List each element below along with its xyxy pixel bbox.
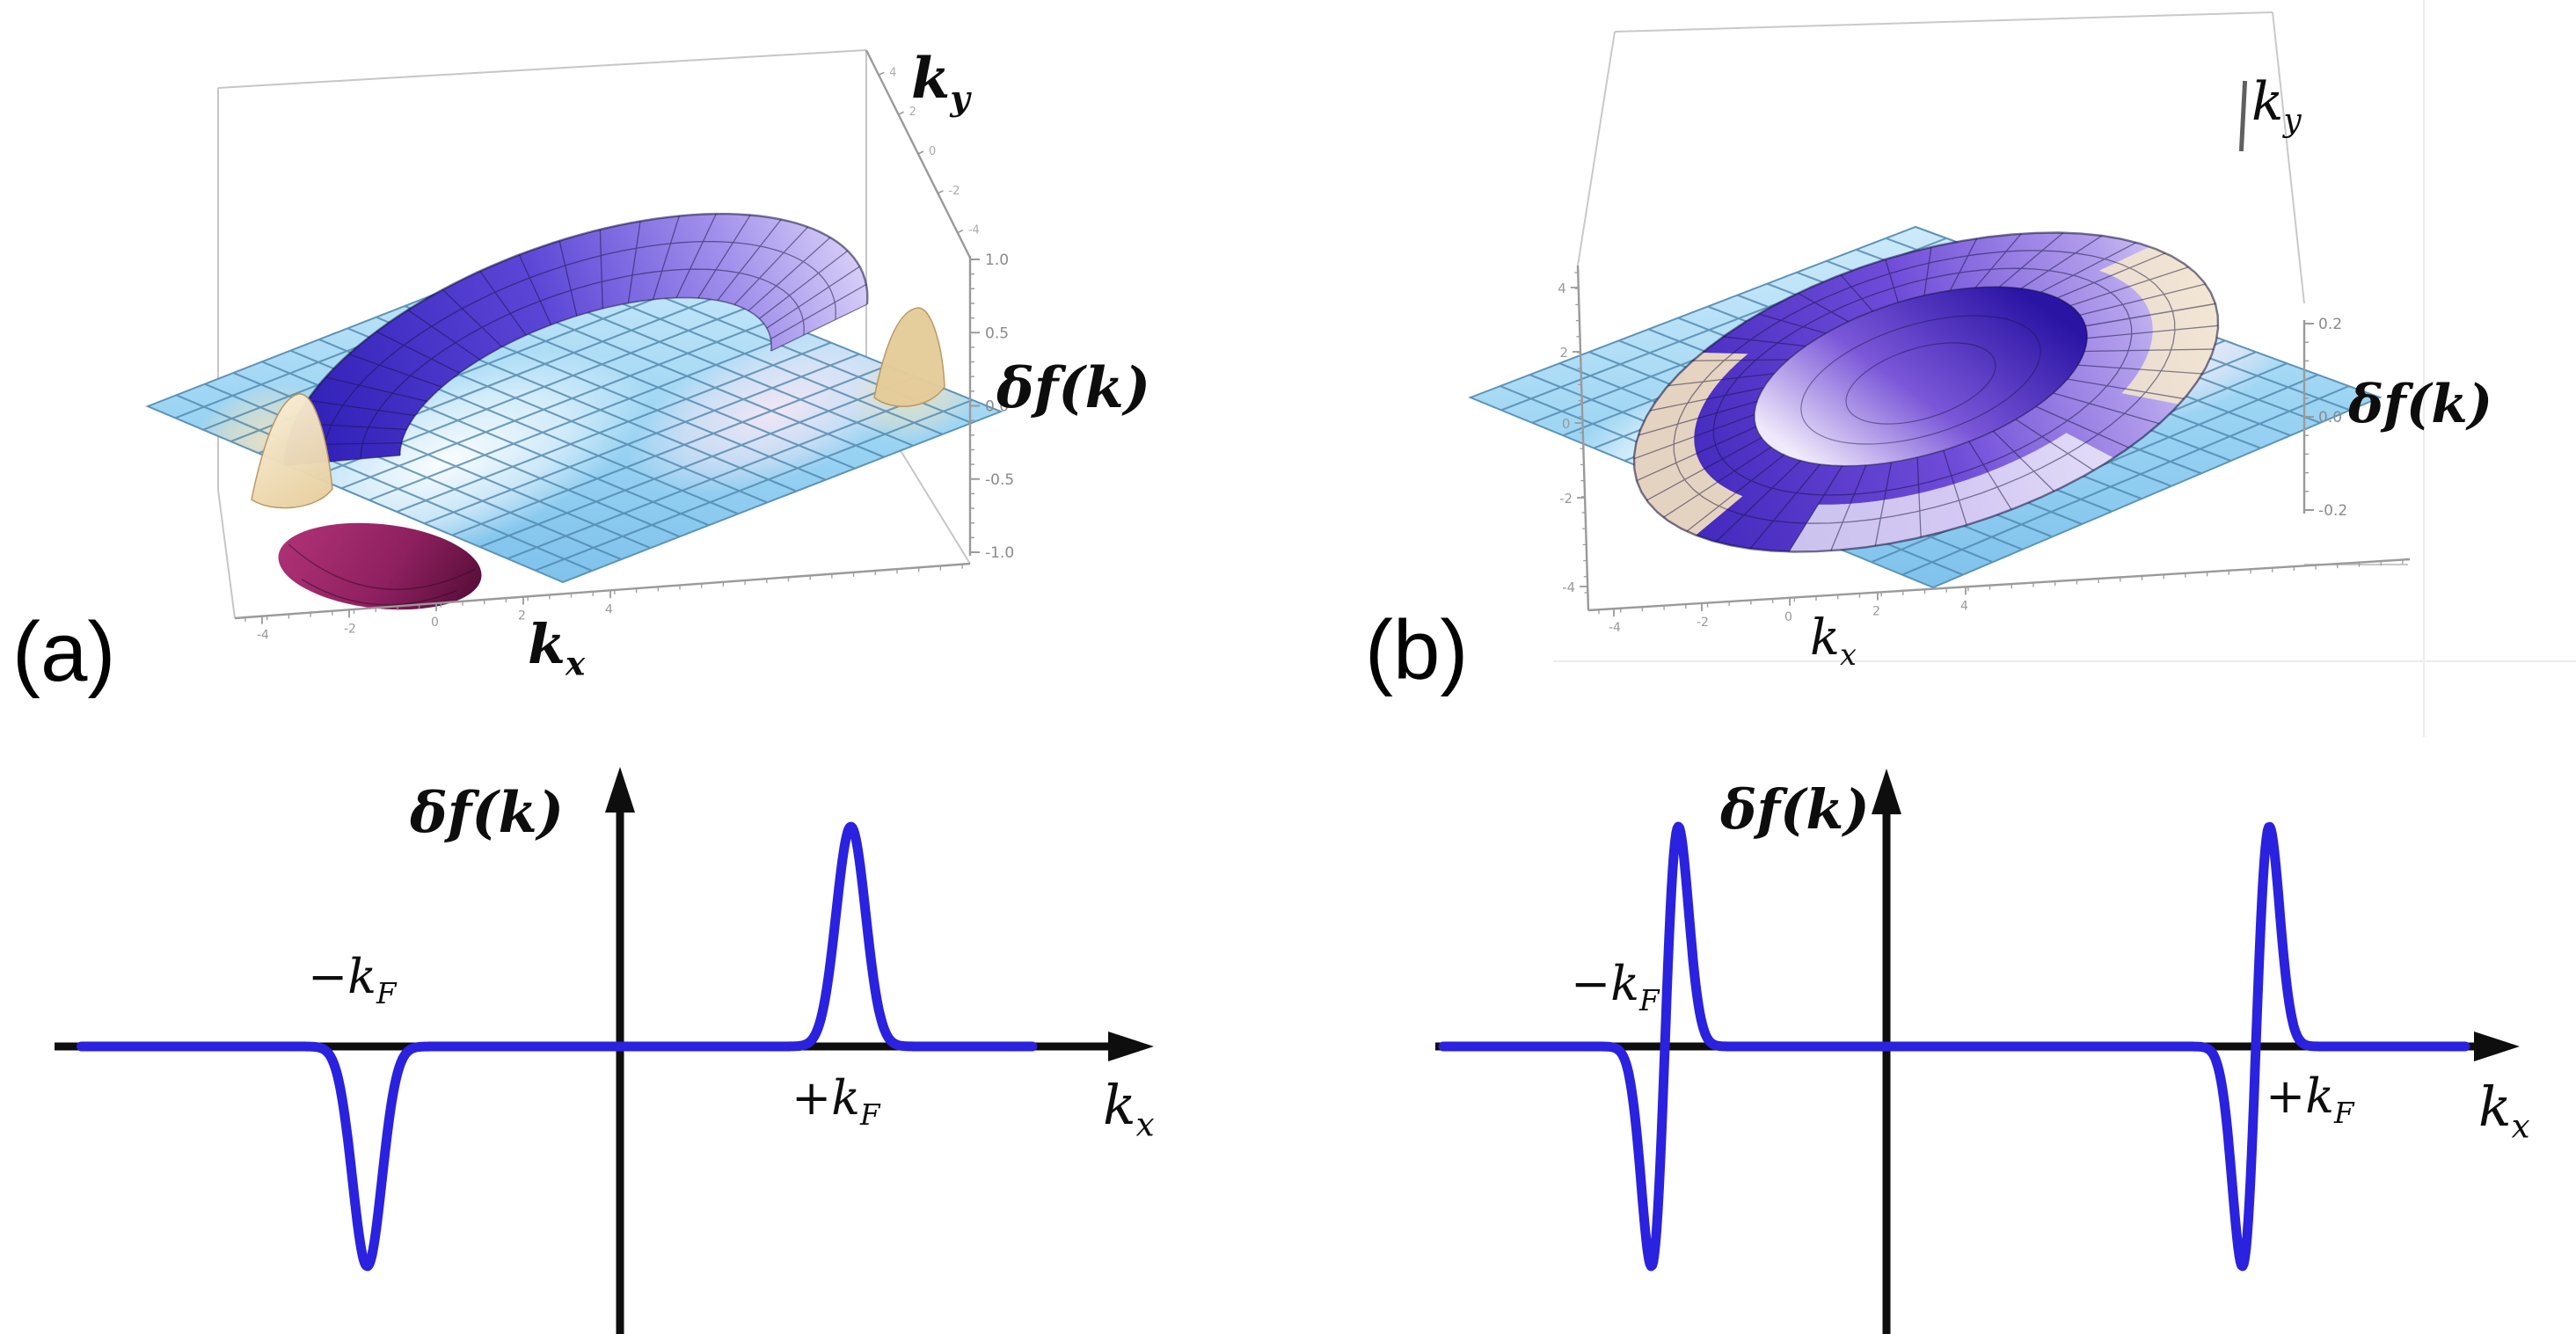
a1d-pos-kF-label: +kF (792, 1070, 880, 1132)
tick-label: -4 (968, 224, 980, 237)
box-frame (1577, 11, 2408, 565)
tick-label: -4 (257, 629, 269, 643)
tick-label: -0.5 (985, 471, 1014, 489)
tick-label: 4 (889, 66, 896, 79)
tick-label: 4 (1558, 281, 1566, 296)
delta-f-curve (1438, 821, 2470, 1272)
tick-label: -4 (1562, 580, 1575, 595)
box-frame (217, 49, 971, 619)
tick-label: 0.0 (985, 398, 1009, 416)
b1d-x-axis-label: kx (2478, 1075, 2530, 1146)
tick-label: 0 (431, 616, 439, 630)
tick-label: 2 (1559, 345, 1568, 361)
b3d-ky-axis-label: ky (2251, 71, 2302, 139)
tick-label: -2 (1697, 616, 1709, 630)
raised-ridge (284, 214, 868, 466)
panel-b-tag: (b) (1365, 603, 1469, 697)
tick-label: -0.2 (2318, 502, 2347, 520)
cream-rim-left (1633, 353, 1748, 536)
tick-label: 0.2 (2318, 316, 2342, 333)
x-axis-arrowhead (1108, 1031, 1154, 1061)
panel-a-tag: (a) (12, 605, 116, 699)
b3d-z-axis-label: δf(k) (2348, 374, 2493, 435)
tick-label: 4 (1960, 599, 1968, 613)
a1d-x-axis-label: kx (1103, 1073, 1155, 1144)
tick-label: -2 (948, 185, 960, 198)
a3d-z-axis-label: δf(k) (996, 355, 1151, 421)
tick-label: 0 (929, 145, 936, 158)
tick-label: -2 (344, 622, 356, 636)
b1d-pos-kF-label: +kF (2266, 1068, 2354, 1130)
x-axis-arrowhead (2474, 1031, 2520, 1061)
surface-plot-b: 0.2 0.0 -0.2 4 2 0 -2 -4 -4 -2 0 2 4 (1468, 0, 2576, 737)
tick-label: 2 (1872, 605, 1880, 619)
tick-label: 0.5 (985, 324, 1009, 342)
tick-label: -4 (1609, 621, 1621, 635)
line-plot-b (1435, 769, 2520, 1334)
tick-label: 4 (605, 602, 613, 616)
cream-peak-left (251, 393, 333, 509)
a1d-neg-kF-label: −kF (308, 949, 397, 1010)
tick-label: 2 (909, 106, 916, 119)
b1d-neg-kF-label: −kF (1571, 956, 1660, 1017)
surface-mesh (1633, 232, 2219, 552)
delta-f-curve (77, 821, 1038, 1272)
rim-highlight (1789, 433, 2114, 552)
surface-mesh (284, 213, 868, 467)
a1d-y-axis-label: δf(k) (410, 780, 565, 846)
cream-rim-right (2098, 246, 2219, 405)
tick-label: 0 (1784, 610, 1792, 624)
tick-label: -2 (1559, 491, 1573, 507)
line-plot-a (55, 767, 1154, 1334)
a3d-ky-axis-label: ky (911, 46, 970, 119)
artifact-lines (1553, 0, 2576, 737)
tick-label: -1.0 (985, 544, 1014, 562)
cream-peak-right (873, 307, 945, 407)
tick-label: 2 (518, 609, 526, 623)
surface-plot-a: 1.0 0.5 0.0 -0.5 -1.0 4 2 0 -2 -4 -4 -2 0 2 4 (145, 49, 1014, 643)
y-axis-arrowhead (605, 767, 635, 813)
tick-label: 1.0 (985, 251, 1009, 269)
b1d-y-axis-label: δf(k) (1720, 777, 1870, 842)
a3d-kx-axis-label: kx (528, 612, 586, 683)
tick-label: 0 (1562, 416, 1571, 432)
under-plane-lobe (278, 522, 482, 610)
crater-bowl (1754, 287, 2088, 466)
y-axis-arrowhead (1872, 769, 1901, 814)
b3d-kx-axis-label: kx (1810, 609, 1857, 673)
tick-label: 0.0 (2318, 409, 2342, 426)
